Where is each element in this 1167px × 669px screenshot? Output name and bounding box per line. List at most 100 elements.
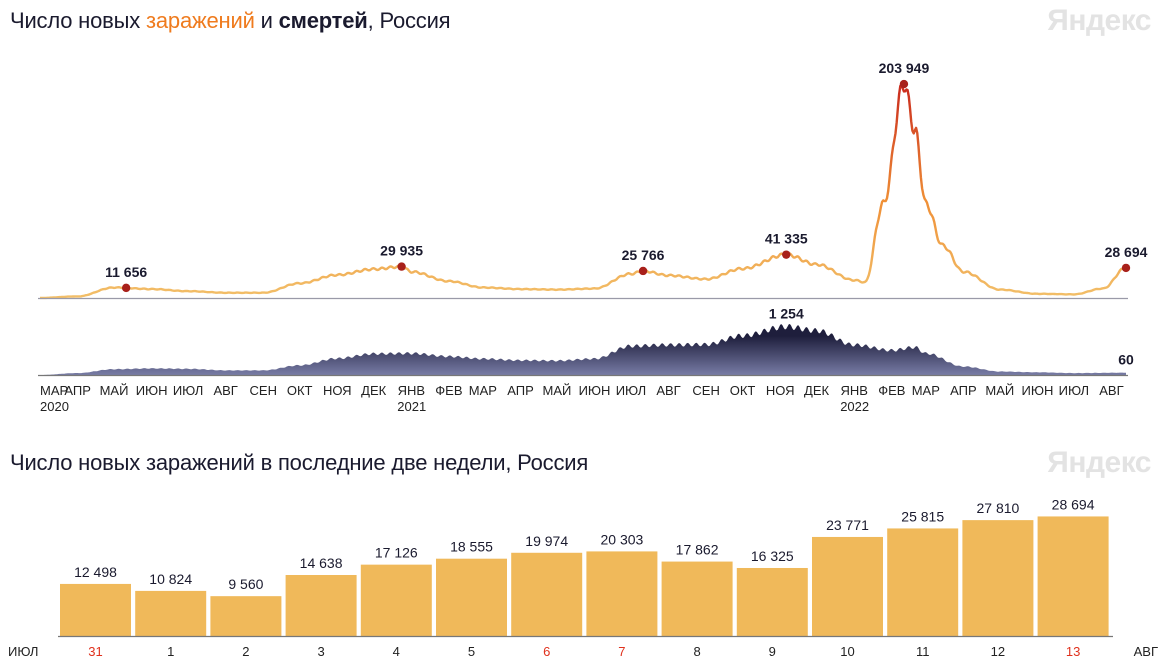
cases-peak-label: 29 935 (380, 243, 423, 259)
bar-category-label: 2 (242, 644, 249, 659)
x-tick-label: НОЯ (766, 383, 795, 398)
month-start-label: ИЮЛ (8, 644, 38, 659)
bar-value-label: 14 638 (300, 555, 343, 571)
bar (812, 536, 883, 636)
bar-value-label: 18 555 (450, 539, 493, 555)
x-tick-label: АВГ (213, 383, 237, 398)
x-tick-label: ДЕК (361, 383, 386, 398)
yandex-watermark-2: Яндекс (1047, 446, 1151, 479)
x-tick-label: МАЙ (100, 383, 129, 398)
bar (887, 528, 959, 636)
chart-title-main: Число новых заражений и смертей, Россия (10, 8, 451, 33)
x-tick-label: АПР (64, 383, 91, 398)
bar-value-label: 16 325 (751, 548, 794, 564)
bar-value-label: 20 303 (600, 531, 643, 547)
x-tick-label: ФЕВ (435, 383, 462, 398)
title-deaths-highlight: смертей (278, 8, 368, 33)
bar (360, 564, 432, 636)
x-tick-label: ДЕК (804, 383, 829, 398)
x-tick-label: ИЮЛ (616, 383, 646, 398)
deaths-peak-label: 1 254 (769, 306, 804, 322)
bar-value-label: 27 810 (976, 500, 1019, 516)
x-tick-label: ИЮН (136, 383, 168, 398)
cases-peak-marker (121, 283, 131, 293)
x-tick-label: ИЮЛ (1059, 383, 1089, 398)
x-tick-label: АПР (950, 383, 977, 398)
bar-category-label: 7 (618, 644, 625, 659)
twoweeks-bar-chart: 12 498 31 10 824 1 9 560 2 14 638 3 17 126 4 18 55… (8, 496, 1158, 659)
bar-category-label: 5 (468, 644, 475, 659)
bar (962, 520, 1034, 636)
x-tick-label: АВГ (1099, 383, 1123, 398)
bar-category-label: 12 (991, 644, 1005, 659)
bar (1037, 516, 1109, 636)
bar-category-label: 3 (317, 644, 324, 659)
cases-line (40, 83, 1127, 300)
x-tick-label: МАР (40, 383, 68, 398)
bar (210, 596, 282, 636)
bar-value-label: 9 560 (228, 576, 263, 592)
bar (511, 552, 583, 636)
cases-peak-label: 11 656 (105, 264, 147, 280)
x-tick-label: НОЯ (323, 383, 352, 398)
x-tick-year: 2022 (840, 399, 869, 414)
cases-peak-marker (638, 266, 648, 276)
title-cases-highlight: заражений (145, 8, 255, 33)
x-tick-label: СЕН (692, 383, 719, 398)
bar-value-label: 12 498 (74, 564, 117, 580)
x-tick-label: МАЙ (542, 383, 571, 398)
bar-value-label: 23 771 (826, 517, 869, 533)
bar-value-label: 10 824 (149, 571, 192, 587)
cases-peak-label: 25 766 (622, 247, 665, 263)
cases-peak-marker (397, 262, 406, 271)
cases-peak-marker (899, 79, 909, 89)
x-tick-label: ОКТ (287, 383, 313, 398)
cases-peak-marker (1121, 263, 1131, 273)
x-tick-label: АПР (507, 383, 534, 398)
x-tick-label: ЯНВ (840, 383, 867, 398)
cases-peak-label: 28 694 (1105, 244, 1148, 260)
bar (586, 551, 658, 636)
x-tick-label: МАР (912, 383, 940, 398)
x-tick-label: ЯНВ (398, 383, 425, 398)
bar-value-label: 17 126 (375, 545, 418, 561)
cases-peak-label: 203 949 (879, 60, 930, 76)
cases-peak-label: 41 335 (765, 231, 808, 247)
bar (285, 575, 357, 636)
bar-category-label: 10 (840, 644, 854, 659)
x-tick-label: МАР (469, 383, 497, 398)
bar-category-label: 6 (543, 644, 550, 659)
bar (436, 558, 507, 636)
x-tick-label: ИЮН (1021, 383, 1053, 398)
bar (135, 590, 207, 636)
cases-peak-marker (782, 250, 791, 259)
x-tick-label: ОКТ (730, 383, 756, 398)
bar-category-label: 31 (88, 644, 102, 659)
bar (736, 567, 808, 636)
x-tick-label: ИЮН (579, 383, 611, 398)
x-tick-label: АВГ (656, 383, 680, 398)
bar-value-label: 19 974 (525, 533, 568, 549)
x-tick-label: МАЙ (985, 383, 1014, 398)
chart-title-twoweeks: Число новых заражений в последние две не… (10, 450, 589, 475)
x-tick-label: ИЮЛ (173, 383, 203, 398)
bar-category-label: 1 (167, 644, 174, 659)
deaths-peak-label: 60 (1118, 352, 1134, 368)
x-tick-year: 2020 (40, 399, 69, 414)
bar-category-label: 9 (769, 644, 776, 659)
bar (60, 583, 131, 636)
x-tick-label: СЕН (250, 383, 277, 398)
bar-category-label: 13 (1066, 644, 1080, 659)
bar-value-label: 17 862 (676, 542, 719, 558)
bar (661, 561, 733, 636)
bar-category-label: 11 (916, 644, 930, 659)
bar-category-label: 4 (393, 644, 400, 659)
bar-value-label: 28 694 (1052, 496, 1095, 512)
bar-value-label: 25 815 (901, 508, 944, 524)
x-tick-year: 2021 (397, 399, 426, 414)
deaths-area (40, 324, 1126, 375)
month-end-label: АВГ (1134, 644, 1158, 659)
x-tick-label: ФЕВ (878, 383, 905, 398)
bar-category-label: 8 (693, 644, 700, 659)
